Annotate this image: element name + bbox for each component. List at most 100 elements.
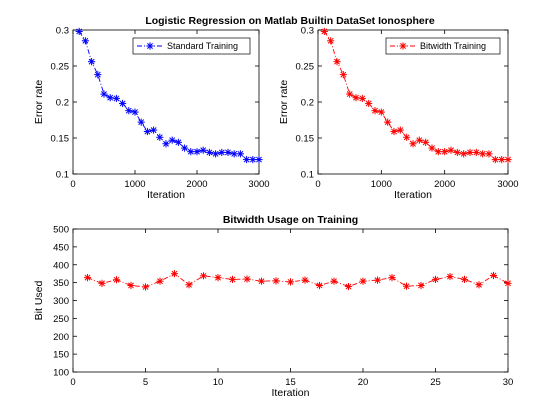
y-tick-label: 0.25 xyxy=(51,62,70,73)
y-tick-label: 0.2 xyxy=(56,98,69,109)
y-tick-label: 0.1 xyxy=(301,170,314,181)
data-point xyxy=(428,144,435,151)
data-point xyxy=(113,276,120,283)
data-point xyxy=(447,147,454,154)
legend-label: Bitwidth Training xyxy=(420,41,486,51)
data-point xyxy=(461,276,468,283)
data-point xyxy=(107,94,114,101)
data-point xyxy=(504,280,511,287)
y-tick-label: 150 xyxy=(53,350,69,361)
data-point xyxy=(88,58,95,65)
data-point xyxy=(144,128,151,135)
data-point xyxy=(374,277,381,284)
legend: Bitwidth Training xyxy=(386,38,500,54)
data-point xyxy=(384,119,391,126)
data-point xyxy=(249,156,256,163)
data-point xyxy=(169,137,176,144)
data-point xyxy=(371,107,378,114)
data-point xyxy=(422,139,429,146)
y-tick-label: 200 xyxy=(53,332,69,343)
data-point xyxy=(125,107,132,114)
x-tick-label: 10 xyxy=(213,377,224,388)
y-axis-label: Error rate xyxy=(33,80,45,125)
data-point xyxy=(187,148,194,155)
x-tick-label: 3000 xyxy=(497,179,518,190)
data-point xyxy=(479,150,486,157)
data-point xyxy=(255,156,262,163)
data-point xyxy=(359,95,366,102)
y-tick-label: 0.25 xyxy=(296,62,315,73)
data-point xyxy=(446,273,453,280)
data-point xyxy=(466,149,473,156)
data-point xyxy=(243,275,250,282)
data-point xyxy=(441,148,448,155)
x-tick-label: 0 xyxy=(70,179,75,190)
data-point xyxy=(76,28,83,35)
data-point xyxy=(119,100,126,107)
data-point xyxy=(127,282,134,289)
y-tick-label: 0.15 xyxy=(296,134,315,145)
data-point xyxy=(333,58,340,65)
x-tick-label: 3000 xyxy=(248,179,269,190)
x-axis-label: Iteration xyxy=(272,387,310,399)
data-point xyxy=(345,283,352,290)
y-axis-label: Bit Used xyxy=(33,281,45,321)
data-point xyxy=(403,134,410,141)
data-point xyxy=(378,108,385,115)
data-point xyxy=(417,282,424,289)
x-tick-label: 2000 xyxy=(186,179,207,190)
data-point xyxy=(229,276,236,283)
data-point xyxy=(156,278,163,285)
x-tick-label: 1000 xyxy=(124,179,145,190)
y-tick-label: 500 xyxy=(53,225,69,236)
x-axis-label: Iteration xyxy=(147,189,185,201)
data-point xyxy=(200,147,207,154)
y-tick-label: 0.1 xyxy=(56,170,69,181)
x-tick-label: 25 xyxy=(430,377,441,388)
data-point xyxy=(193,148,200,155)
y-tick-label: 400 xyxy=(53,260,69,271)
data-point xyxy=(131,108,138,115)
data-point xyxy=(388,274,395,281)
data-point xyxy=(150,126,157,133)
y-tick-label: 0.15 xyxy=(51,134,70,145)
data-point xyxy=(287,278,294,285)
data-point xyxy=(475,281,482,288)
data-point xyxy=(113,95,120,102)
x-tick-label: 0 xyxy=(70,377,75,388)
data-point xyxy=(272,277,279,284)
data-point xyxy=(206,149,213,156)
y-tick-label: 0.3 xyxy=(56,26,69,37)
data-point xyxy=(504,156,511,163)
data-point xyxy=(243,156,250,163)
data-point xyxy=(432,276,439,283)
plot-area xyxy=(73,229,508,372)
data-point xyxy=(218,149,225,156)
data-point xyxy=(138,119,145,126)
chart-panel-3: 0 5 10 15 20 25 30100150200250300350400450500I… xyxy=(33,214,513,399)
data-point xyxy=(301,277,308,284)
data-point xyxy=(82,37,89,44)
legend: Standard Training xyxy=(133,38,250,54)
data-point xyxy=(473,149,480,156)
data-point xyxy=(171,270,178,277)
data-point xyxy=(98,280,105,287)
data-point xyxy=(185,281,192,288)
chart-panel-2: 0 1000 2000 30000.10.150.20.250.3IterationE… xyxy=(278,26,519,202)
x-tick-label: 2000 xyxy=(434,179,455,190)
data-point xyxy=(231,150,238,157)
data-point xyxy=(492,156,499,163)
x-tick-label: 1000 xyxy=(371,179,392,190)
data-point xyxy=(359,278,366,285)
data-point xyxy=(330,278,337,285)
data-point xyxy=(100,90,107,97)
x-tick-label: 0 xyxy=(315,179,320,190)
data-point xyxy=(460,150,467,157)
y-tick-label: 0.2 xyxy=(301,98,314,109)
y-tick-label: 300 xyxy=(53,296,69,307)
y-tick-label: 0.3 xyxy=(301,26,314,37)
y-tick-label: 100 xyxy=(53,368,69,379)
data-point xyxy=(146,42,153,49)
chart-title: Bitwidth Usage on Training xyxy=(223,214,358,226)
